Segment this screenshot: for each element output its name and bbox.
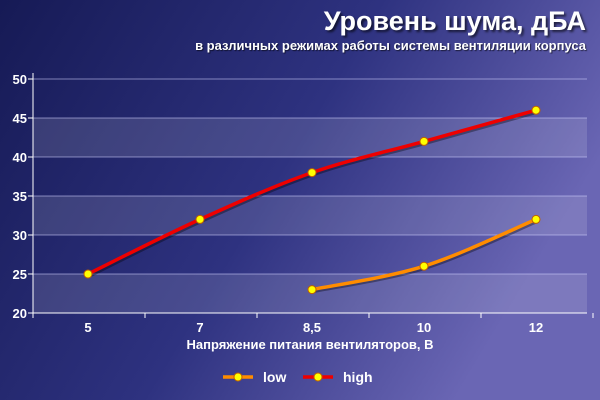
data-point-low xyxy=(307,285,317,295)
chart-title: Уровень шума, дБА xyxy=(323,6,586,36)
y-tick-label: 45 xyxy=(13,111,27,126)
y-tick-label: 25 xyxy=(13,267,27,282)
data-point-low xyxy=(419,261,429,271)
x-tick-label: 7 xyxy=(196,320,203,335)
grid-band xyxy=(33,196,587,235)
data-point-high xyxy=(531,105,541,115)
legend-marker-high xyxy=(313,372,323,382)
data-point-low xyxy=(531,214,541,224)
x-tick-label: 8,5 xyxy=(303,320,321,335)
data-point-high xyxy=(307,168,317,178)
y-tick-label: 30 xyxy=(13,228,27,243)
grid-band xyxy=(33,118,587,157)
data-point-high xyxy=(195,214,205,224)
x-tick-label: 10 xyxy=(417,320,431,335)
data-point-high xyxy=(83,269,93,279)
chart-subtitle: в различных режимах работы системы венти… xyxy=(195,38,586,53)
legend-label-low: low xyxy=(263,369,286,385)
x-tick-label: 12 xyxy=(529,320,543,335)
y-tick-label: 35 xyxy=(13,189,27,204)
data-point-high xyxy=(419,136,429,146)
y-tick-label: 20 xyxy=(13,306,27,321)
legend-label-high: high xyxy=(343,369,373,385)
y-tick-label: 40 xyxy=(13,150,27,165)
legend-marker-low xyxy=(233,372,243,382)
x-tick-label: 5 xyxy=(84,320,91,335)
y-tick-label: 50 xyxy=(13,72,27,87)
x-axis-title: Напряжение питания вентиляторов, В xyxy=(187,337,434,352)
